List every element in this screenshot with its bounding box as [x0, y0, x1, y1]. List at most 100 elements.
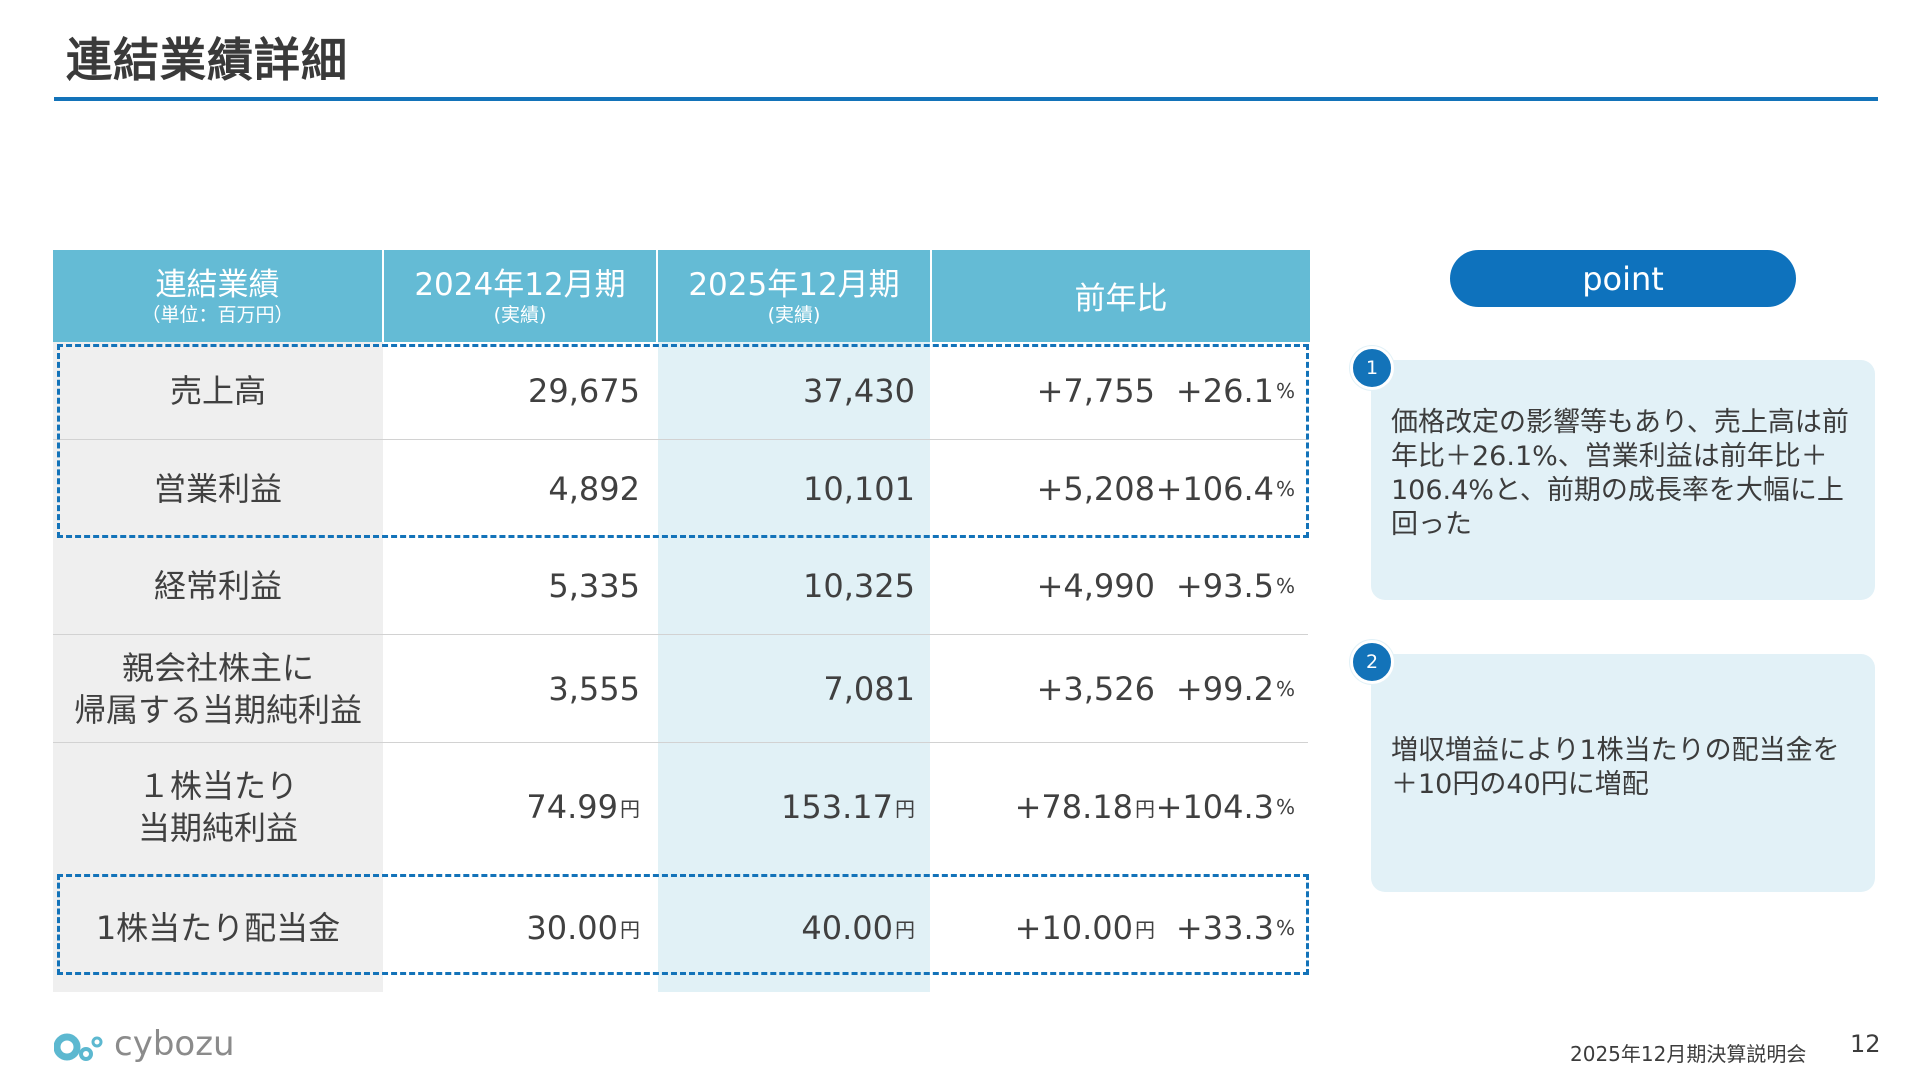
- pct-unit: %: [1275, 574, 1295, 598]
- fy2025-column-background: [658, 342, 930, 992]
- badge-number: 1: [1365, 357, 1379, 379]
- point-card-1: 価格改定の影響等もあり、売上高は前年比＋26.1%、営業利益は前年比＋106.4…: [1371, 360, 1875, 600]
- value-pct: +106.4%: [1155, 440, 1295, 537]
- value-2024-number: 29,675: [528, 372, 640, 410]
- page-title: 連結業績詳細: [66, 33, 348, 87]
- header-fy2024: 2024年12月期 (実績): [384, 250, 656, 342]
- row-label: １株当たり 当期純利益: [53, 743, 383, 871]
- value-diff: +78.18 円: [930, 743, 1155, 871]
- value-pct-number: +93.5: [1175, 567, 1274, 605]
- value-pct-number: +106.4: [1155, 469, 1274, 508]
- yen-unit: 円: [895, 796, 915, 821]
- yen-unit: 円: [895, 917, 915, 942]
- pct-unit: %: [1275, 916, 1295, 940]
- value-diff: +3,526: [930, 635, 1155, 743]
- value-pct-number: +33.3: [1175, 909, 1274, 947]
- header-metric: 連結業績 （単位：百万円）: [53, 250, 382, 342]
- value-2024-number: 74.99: [526, 788, 618, 826]
- value-2024: 4,892: [383, 440, 640, 537]
- point-heading-text: point: [1582, 259, 1664, 298]
- value-2025: 153.17 円: [658, 743, 915, 871]
- value-pct-number: +99.2: [1175, 670, 1274, 708]
- point-card-2: 増収増益により1株当たりの配当金を＋10円の40円に増配: [1371, 654, 1875, 892]
- row-label-line: 当期純利益: [137, 809, 298, 847]
- row-label-line: 帰属する当期純利益: [73, 691, 362, 729]
- value-2025: 40.00 円: [658, 877, 915, 979]
- value-diff: +5,208: [930, 440, 1155, 537]
- point-card-1-text: 価格改定の影響等もあり、売上高は前年比＋26.1%、営業利益は前年比＋106.4…: [1391, 407, 1849, 540]
- value-pct: +26.1%: [1155, 342, 1295, 440]
- point-heading: point: [1450, 250, 1796, 307]
- value-diff-number: +4,990: [1036, 567, 1155, 605]
- value-2024: 29,675: [383, 342, 640, 440]
- value-diff-number: +78.18: [1014, 788, 1133, 826]
- value-diff-number: +3,526: [1036, 670, 1155, 708]
- row-label-line: １株当たり: [137, 767, 298, 805]
- row-label-line: 経常利益: [153, 567, 282, 605]
- table-row: 売上高 29,675 37,430 +7,755 +26.1%: [53, 342, 1308, 440]
- pct-unit: %: [1275, 795, 1295, 819]
- row-divider: [53, 439, 1308, 440]
- value-2024: 5,335: [383, 537, 640, 635]
- row-label: 売上高: [53, 342, 383, 440]
- yen-unit: 円: [1135, 917, 1155, 942]
- highlight-box-dividend: [57, 874, 1309, 975]
- value-pct: +99.2%: [1155, 635, 1295, 743]
- value-2025: 10,325: [658, 537, 915, 635]
- point-number-badge-1: 1: [1350, 346, 1394, 390]
- value-2025-number: 37,430: [803, 372, 915, 410]
- value-diff-number: +5,208: [1036, 469, 1155, 508]
- value-2024-number: 3,555: [548, 670, 640, 708]
- footer-caption: 2025年12月期決算説明会: [1570, 1042, 1807, 1066]
- title-underline: [54, 97, 1878, 101]
- row-label: 経常利益: [53, 537, 383, 635]
- value-2025: 37,430: [658, 342, 915, 440]
- yen-unit: 円: [620, 917, 640, 942]
- header-fy2024-title: 2024年12月期: [414, 267, 626, 303]
- row-label: 親会社株主に 帰属する当期純利益: [53, 635, 383, 743]
- header-fy2025-title: 2025年12月期: [688, 267, 900, 303]
- value-2025-number: 10,101: [803, 469, 915, 508]
- value-2025-number: 7,081: [823, 670, 915, 708]
- header-metric-unit: （単位：百万円）: [141, 304, 294, 326]
- cybozu-logo-icon: [54, 1033, 103, 1061]
- value-diff: +10.00 円: [930, 877, 1155, 979]
- value-2024-number: 4,892: [548, 469, 640, 508]
- row-label: 1株当たり配当金: [53, 877, 383, 979]
- label-column-background: [53, 342, 383, 992]
- row-label-line: 1株当たり配当金: [95, 909, 341, 947]
- row-label-line: 親会社株主に: [121, 649, 314, 687]
- header-metric-title: 連結業績: [155, 267, 280, 303]
- value-2025-number: 40.00: [801, 909, 893, 947]
- header-fy2024-sub: (実績): [493, 304, 547, 326]
- value-pct-number: +26.1: [1175, 372, 1274, 410]
- value-2024-number: 30.00: [526, 909, 618, 947]
- table-row: 営業利益 4,892 10,101 +5,208 +106.4%: [53, 440, 1308, 537]
- header-yoy: 前年比: [932, 250, 1310, 342]
- row-label: 営業利益: [53, 440, 383, 537]
- cybozu-logo-text: cybozu: [114, 1024, 235, 1064]
- value-pct: +104.3%: [1155, 743, 1295, 871]
- value-pct: +33.3%: [1155, 877, 1295, 979]
- value-diff-number: +7,755: [1036, 372, 1155, 410]
- value-2025-number: 10,325: [803, 567, 915, 605]
- table-row: 経常利益 5,335 10,325 +4,990 +93.5%: [53, 537, 1308, 635]
- pct-unit: %: [1275, 379, 1295, 403]
- table-row: 1株当たり配当金 30.00 円 40.00 円 +10.00 円 +33.3%: [53, 877, 1308, 979]
- value-2024: 3,555: [383, 635, 640, 743]
- value-2024: 30.00 円: [383, 877, 640, 979]
- header-yoy-title: 前年比: [1074, 281, 1168, 317]
- pct-unit: %: [1275, 476, 1295, 501]
- value-2025: 7,081: [658, 635, 915, 743]
- value-pct: +93.5%: [1155, 537, 1295, 635]
- highlight-box-revenue-operating: [57, 344, 1309, 538]
- badge-number: 2: [1365, 651, 1379, 673]
- value-2024: 74.99 円: [383, 743, 640, 871]
- header-fy2025-sub: (実績): [767, 304, 821, 326]
- value-diff: +4,990: [930, 537, 1155, 635]
- table-row: 親会社株主に 帰属する当期純利益 3,555 7,081 +3,526 +99.…: [53, 635, 1308, 743]
- row-divider: [53, 634, 1308, 635]
- value-2025-number: 153.17: [781, 788, 893, 826]
- yen-unit: 円: [1135, 796, 1155, 821]
- point-card-2-text: 増収増益により1株当たりの配当金を＋10円の40円に増配: [1391, 735, 1840, 800]
